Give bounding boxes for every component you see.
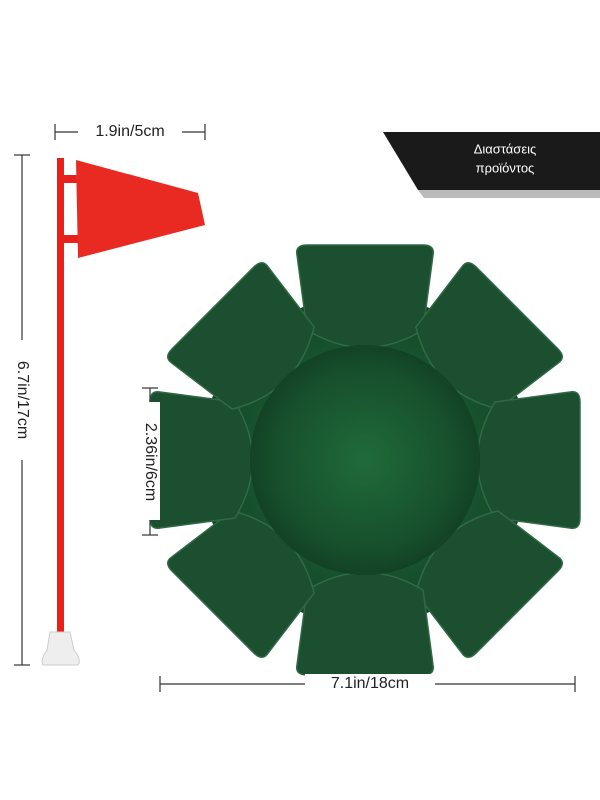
label-bg: [12, 340, 32, 460]
flag-pole: [57, 158, 64, 633]
putting-cup: [149, 244, 581, 676]
dimension-label: 7.1in/18cm: [331, 675, 409, 692]
label-bg: [140, 402, 160, 520]
banner-text: Διαστάσεις: [474, 141, 537, 156]
banner-text: προϊόντος: [476, 160, 535, 175]
dimension-label: 6.7in/17cm: [14, 361, 31, 439]
dimension-label: 2.36in/6cm: [142, 423, 159, 501]
banner-strip: [418, 190, 600, 198]
flag: [76, 160, 205, 258]
flag-clip: [62, 175, 78, 183]
label-bg: [305, 674, 435, 694]
flag-base: [41, 631, 80, 666]
flag-clip: [62, 235, 78, 243]
dimension-label: 1.9in/5cm: [95, 123, 164, 140]
banner-bg: [383, 132, 600, 190]
label-bg: [78, 122, 182, 142]
